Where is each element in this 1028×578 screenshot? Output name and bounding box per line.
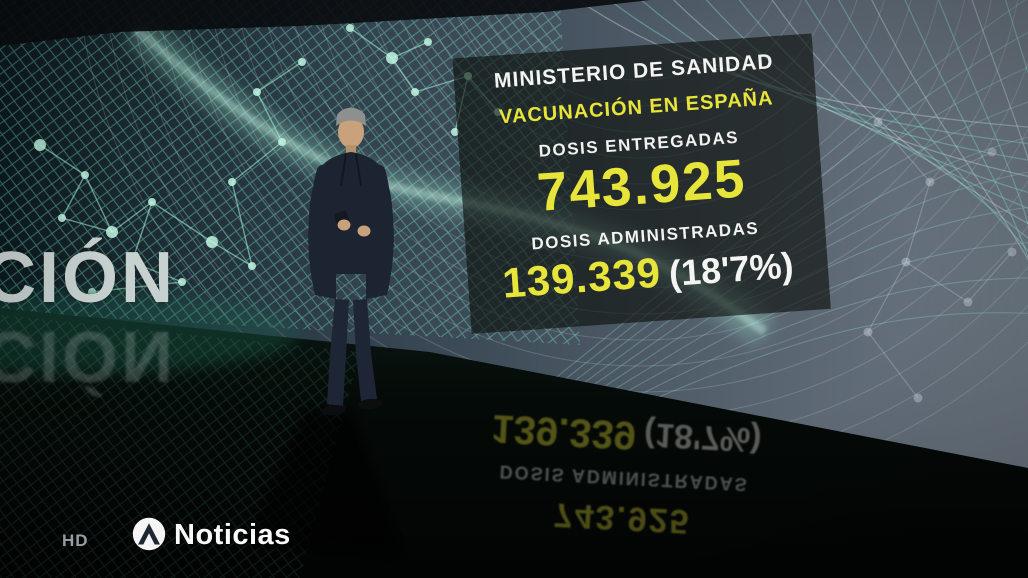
wall-text-vacunacion-partial: CIÓN (0, 238, 176, 318)
trouser-left (327, 299, 349, 406)
presenter (276, 102, 426, 422)
vaccination-stats-panel: MINISTERIO DE SANIDAD VACUNACIÓN EN ESPA… (452, 33, 831, 334)
lapel-left (340, 153, 347, 187)
ceiling-edge (0, 0, 650, 46)
wall-text-floor-reflection: CIÓN (0, 316, 176, 396)
shoe-right (357, 398, 383, 410)
molecule-network-right (863, 117, 1017, 403)
molecule-network-left (34, 24, 502, 296)
panel-floor-reflection: 743.925 DOSIS ADMINISTRADAS 139.339 (18'… (445, 403, 804, 560)
presenter-shadow (245, 410, 405, 562)
presenter-figure (308, 107, 394, 416)
shoe-left (322, 404, 346, 416)
right-hand (357, 225, 371, 237)
noticias-wordmark: Noticias (174, 519, 291, 551)
left-hand (337, 219, 351, 231)
trouser-right (353, 299, 377, 401)
reflection-administered-pct: (18'7%) (642, 415, 763, 460)
reflection-administered-value: 139.339 (490, 406, 638, 458)
lapel-right (355, 153, 362, 187)
presenter-head (338, 116, 364, 148)
hd-badge: HD (62, 531, 89, 550)
administered-doses-percentage: (18'7%) (667, 244, 795, 294)
administered-doses-value: 139.339 (500, 248, 663, 307)
presenter-neck (346, 145, 356, 155)
antena3-logo-icon (132, 517, 166, 551)
reflection-delivered-value: 743.925 (552, 495, 692, 541)
suit-jacket (308, 152, 394, 299)
presenter-hair (336, 107, 366, 126)
